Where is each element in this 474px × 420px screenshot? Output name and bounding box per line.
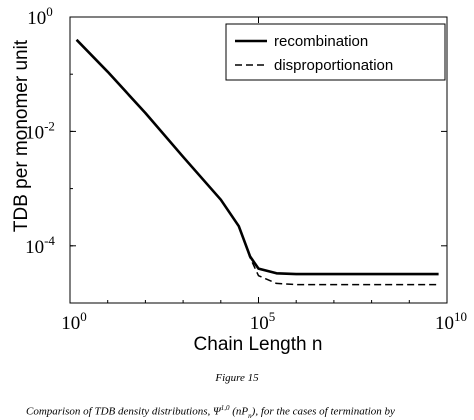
series-lines (75, 38, 439, 286)
caption-suffix: ), for the cases of termination by (251, 405, 395, 418)
axis-ticks: 100 105 1010 100 10-2 10-4 (25, 4, 467, 334)
legend-label: recombination (274, 33, 368, 50)
x-tick-label: 1010 (435, 309, 467, 334)
y-tick-label: 100 (27, 4, 53, 29)
x-tick-label: 100 (61, 309, 87, 334)
y-tick-label: 10-2 (25, 118, 55, 143)
series-line-disproportionation (76, 39, 439, 286)
figure-label: Figure 15 (215, 372, 259, 384)
y-tick-label: 10-4 (25, 233, 55, 258)
caption-symbol-sup: 1,0 (220, 404, 230, 412)
caption-prefix: Comparison of TDB density distributions, (26, 405, 214, 418)
caption-symbol: Ψ (213, 405, 221, 418)
caption-sub: n (248, 411, 252, 420)
y-axis-title: TDB per monomer unit (11, 39, 32, 232)
x-axis-title: Chain Length n (194, 334, 323, 355)
x-tick-label: 105 (250, 309, 276, 334)
legend-label: disproportionation (274, 57, 393, 74)
legend: recombination disproportionation (225, 23, 446, 81)
legend-box (225, 23, 446, 81)
caption-mid: (nP (229, 405, 249, 418)
figure-caption: Comparison of TDB density distributions,… (26, 404, 395, 420)
